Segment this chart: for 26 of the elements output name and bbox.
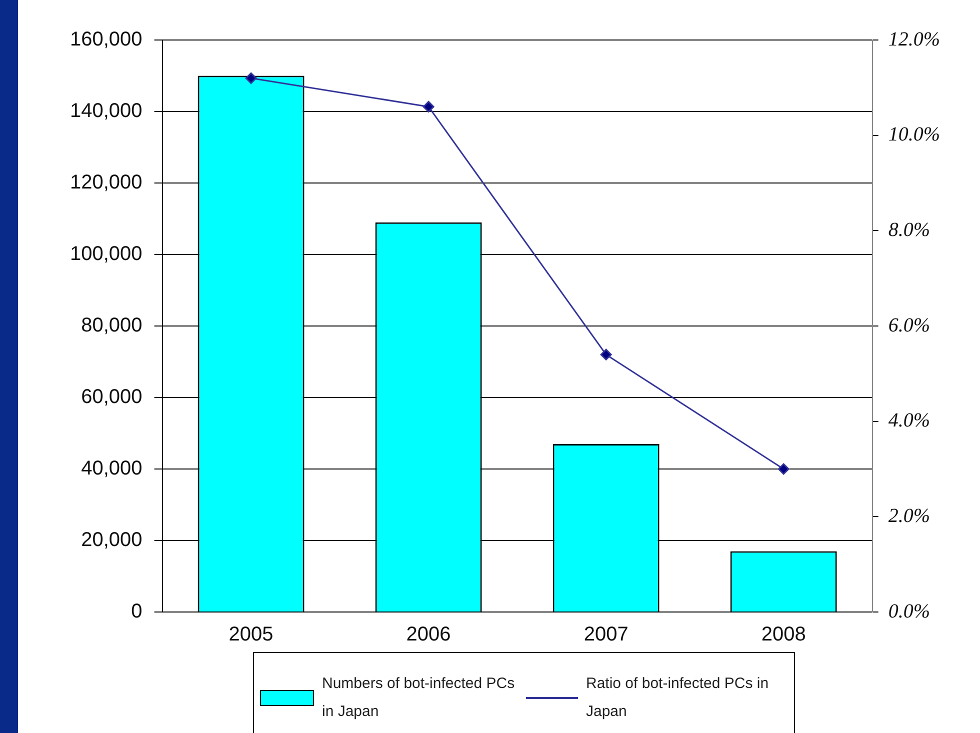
y2-tick-label: 2.0%	[888, 504, 930, 527]
point	[245, 72, 257, 84]
x-tick-label: 2008	[761, 624, 806, 646]
x-tick-label: 2007	[584, 624, 628, 646]
y-tick-label: 100,000	[70, 243, 142, 266]
point	[600, 348, 612, 360]
y2-tick-label: 6.0%	[888, 314, 930, 336]
x-tick-label: 2006	[406, 624, 451, 646]
y2-tick-label: 12.0%	[888, 28, 940, 50]
y-tick-label: 60,000	[81, 386, 142, 408]
y2-tick-label: 4.0%	[888, 410, 930, 432]
point	[422, 100, 434, 112]
y2-tick-label: 0.0%	[888, 600, 930, 622]
point	[778, 463, 790, 475]
y-tick-label: 120,000	[70, 172, 142, 194]
y-tick-label: 40,000	[81, 458, 142, 480]
y2-tick-label: 10.0%	[888, 124, 940, 146]
x-tick-label: 2005	[228, 624, 274, 646]
legend-label: Numbers of bot-infected PCs in Japan	[322, 674, 516, 722]
legend-label: Ratio of bot-infected PCs in Japan	[586, 674, 770, 722]
y-tick-label: 140,000	[70, 100, 142, 122]
y-tick-label: 160,000	[70, 28, 142, 51]
y2-tick-label: 8.0%	[888, 218, 930, 241]
y-tick-label: 20,000	[81, 529, 142, 552]
y-tick-label: 80,000	[81, 314, 142, 337]
y-tick-label: 0	[131, 600, 142, 623]
